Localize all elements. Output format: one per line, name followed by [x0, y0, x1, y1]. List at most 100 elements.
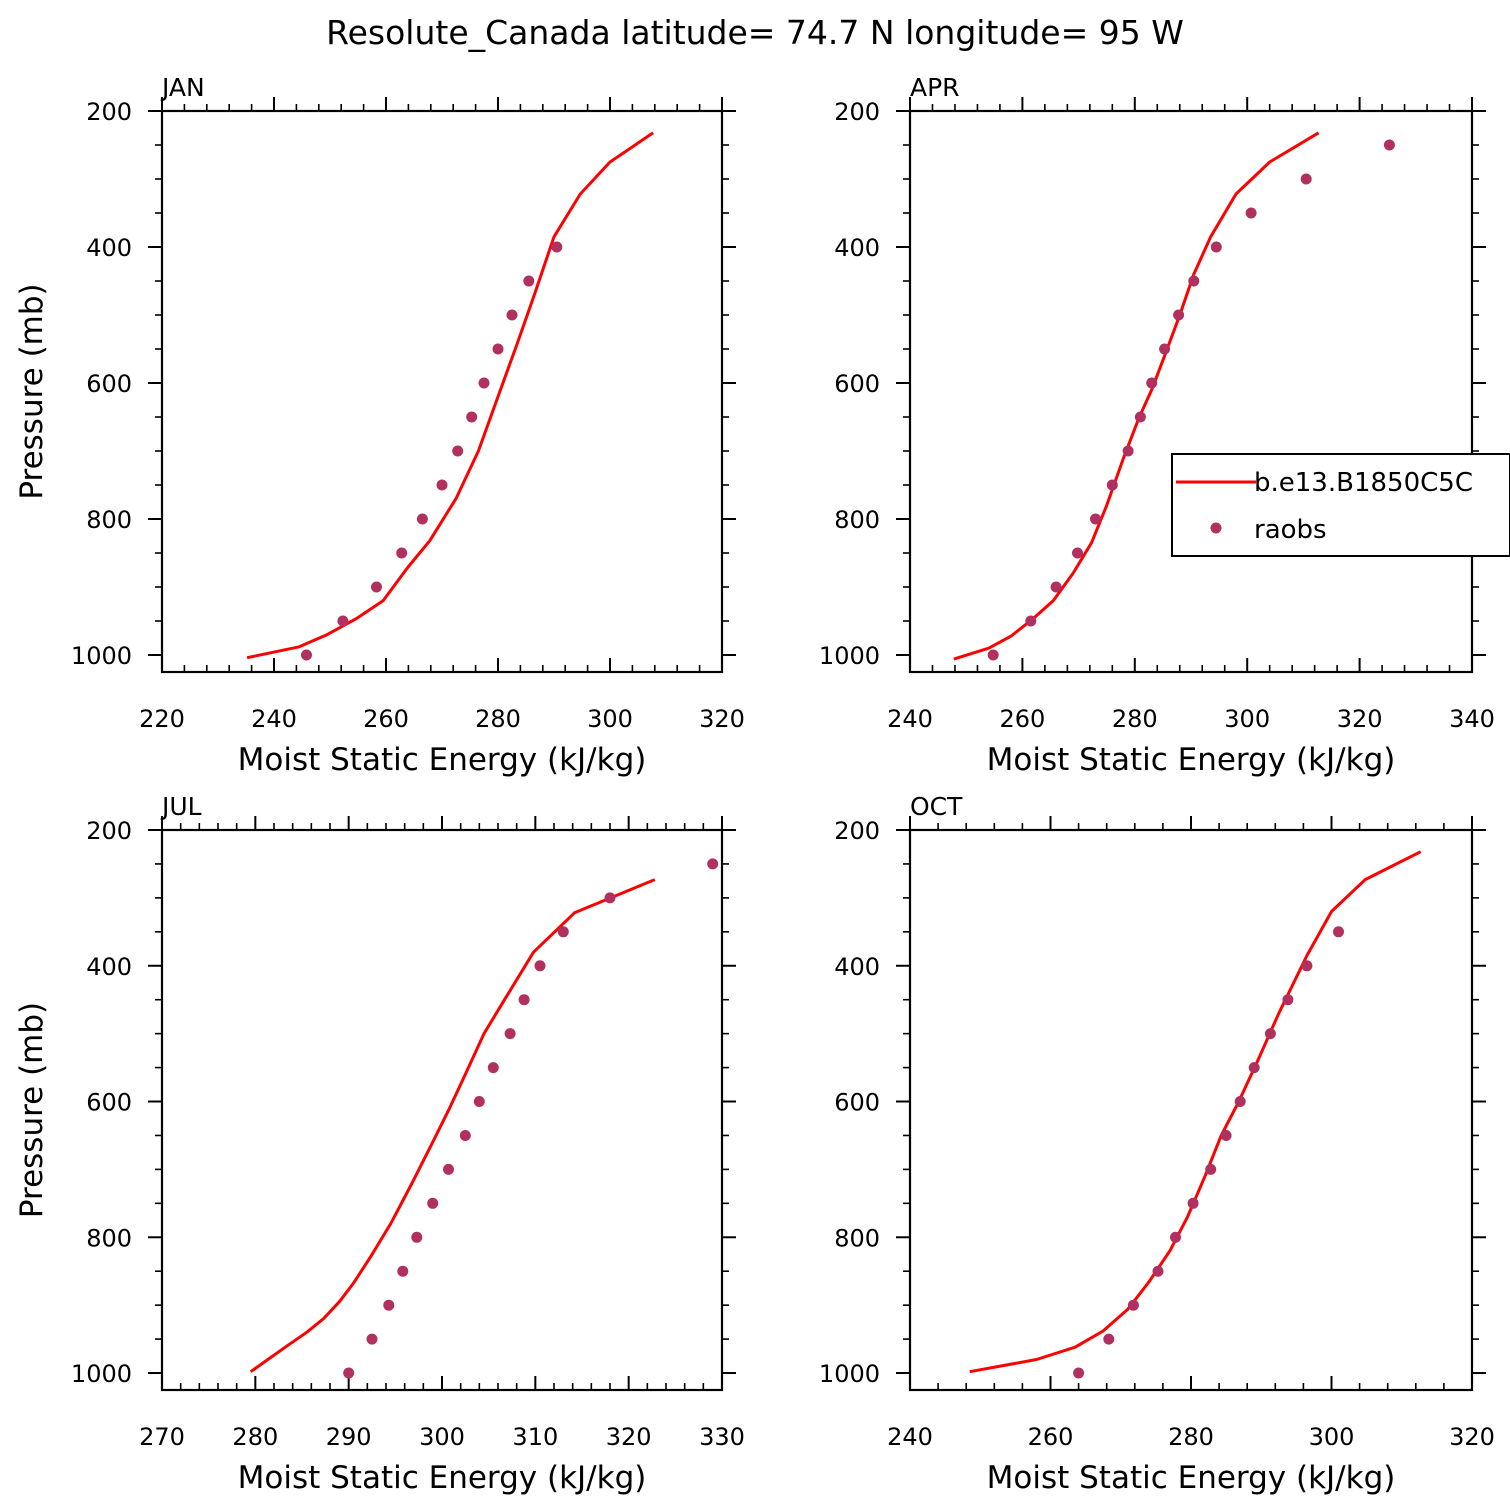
raobs-point: [1234, 1096, 1246, 1107]
raobs-point: [518, 994, 530, 1006]
y-tick-label: 600: [86, 370, 132, 398]
panel-jul: JUL 270 280 290 300 310 320 330 200 400 600 800 1000…: [14, 792, 745, 1496]
raobs-point: [478, 377, 490, 389]
x-tick-label: 320: [1449, 1423, 1495, 1451]
y-tick-label: 200: [86, 98, 132, 126]
raobs-point: [466, 411, 478, 423]
raobs-point: [504, 1028, 516, 1040]
x-axis-label: Moist Static Energy (kJ/kg): [987, 742, 1396, 778]
y-tick-label: 800: [834, 506, 880, 534]
plot-frame: [160, 109, 724, 674]
x-tick-label: 220: [139, 705, 185, 733]
y-tick-label: 600: [86, 1089, 132, 1117]
y-tick-label: 400: [834, 234, 880, 262]
y-tick-label: 400: [86, 953, 132, 981]
raobs-point: [1301, 960, 1313, 972]
y-tick-label: 400: [86, 234, 132, 262]
raobs-point: [1073, 1367, 1085, 1379]
raobs-point: [1383, 139, 1395, 151]
raobs-point: [473, 1096, 485, 1107]
panels-group: JAN 220 240 260 280 300 320 200 400 600 800 1000 Moi…: [14, 73, 1495, 1496]
panel-title: APR: [910, 73, 960, 102]
raobs-point: [1106, 479, 1118, 491]
raobs-point: [343, 1367, 355, 1379]
x-tick-label: 330: [699, 1423, 745, 1451]
x-tick-label: 280: [475, 705, 521, 733]
y-tick-label: 200: [834, 98, 880, 126]
x-axis-label: Moist Static Energy (kJ/kg): [238, 742, 647, 778]
x-tick-label: 280: [232, 1423, 278, 1451]
y-tick-label: 600: [834, 1089, 880, 1117]
raobs-point: [1187, 1197, 1199, 1209]
y-tick-label: 800: [86, 1224, 132, 1252]
raobs-point: [1122, 445, 1134, 457]
raobs-point: [436, 479, 448, 491]
raobs-point: [459, 1130, 471, 1141]
x-tick-label: 320: [1337, 705, 1383, 733]
raobs-point: [1127, 1299, 1139, 1311]
raobs-point: [1300, 173, 1312, 185]
model-profile-line: [249, 878, 656, 1373]
model-profile-line: [246, 131, 654, 660]
raobs-point: [551, 241, 563, 253]
raobs-point: [427, 1197, 439, 1209]
raobs-point: [506, 309, 518, 321]
raobs-point: [452, 445, 464, 457]
raobs-point: [534, 960, 546, 972]
y-tick-label: 600: [834, 370, 880, 398]
legend-obs-marker-swatch: [1210, 522, 1222, 534]
raobs-point: [487, 1062, 499, 1074]
x-axis-label: Moist Static Energy (kJ/kg): [987, 1460, 1396, 1496]
raobs-point: [301, 649, 312, 661]
raobs-point: [397, 1265, 409, 1277]
raobs-point: [366, 1333, 378, 1345]
y-tick-label: 800: [86, 506, 132, 534]
y-tick-label: 1000: [71, 642, 132, 670]
raobs-point: [1134, 411, 1146, 423]
model-profile-line: [969, 850, 1422, 1374]
raobs-point: [523, 275, 535, 287]
x-tick-label: 320: [699, 705, 745, 733]
y-axis-label: Pressure (mb): [14, 1002, 50, 1218]
panel-oct: OCT 240 260 280 300 320 200 400 600 800 1000 Moist …: [819, 792, 1495, 1496]
raobs-point: [1152, 1265, 1164, 1277]
legend-box: [1171, 453, 1510, 557]
raobs-point: [987, 649, 999, 661]
x-tick-label: 300: [1224, 705, 1270, 733]
x-tick-label: 280: [1112, 705, 1158, 733]
legend-obs-label: raobs: [1254, 515, 1327, 545]
raobs-point: [371, 581, 382, 593]
x-tick-label: 300: [1309, 1423, 1355, 1451]
y-tick-label: 200: [834, 817, 880, 845]
panel-title: JUL: [160, 792, 202, 821]
raobs-point: [1103, 1333, 1115, 1345]
raobs-point: [416, 513, 428, 525]
raobs-point: [707, 858, 719, 870]
raobs-point: [1333, 926, 1344, 938]
plot-frame: [908, 828, 1474, 1392]
x-tick-label: 260: [999, 705, 1045, 733]
x-tick-label: 340: [1449, 705, 1495, 733]
raobs-point: [492, 343, 504, 355]
x-tick-label: 240: [251, 705, 297, 733]
raobs-point: [1220, 1130, 1232, 1141]
x-tick-label: 310: [512, 1423, 558, 1451]
panel-title: JAN: [160, 73, 205, 102]
raobs-point: [1170, 1231, 1181, 1243]
raobs-point: [443, 1163, 454, 1175]
raobs-point: [1210, 241, 1222, 253]
x-tick-label: 300: [419, 1423, 465, 1451]
x-tick-label: 260: [1028, 1423, 1074, 1451]
raobs-point: [557, 926, 569, 938]
x-tick-label: 320: [606, 1423, 652, 1451]
x-tick-label: 270: [139, 1423, 185, 1451]
raobs-point: [337, 615, 349, 627]
x-tick-label: 260: [363, 705, 409, 733]
y-tick-label: 1000: [819, 1360, 880, 1388]
x-tick-label: 240: [887, 1423, 933, 1451]
x-tick-label: 240: [887, 705, 933, 733]
x-axis-label: Moist Static Energy (kJ/kg): [238, 1460, 647, 1496]
raobs-point: [383, 1299, 395, 1311]
raobs-point: [1050, 581, 1062, 593]
